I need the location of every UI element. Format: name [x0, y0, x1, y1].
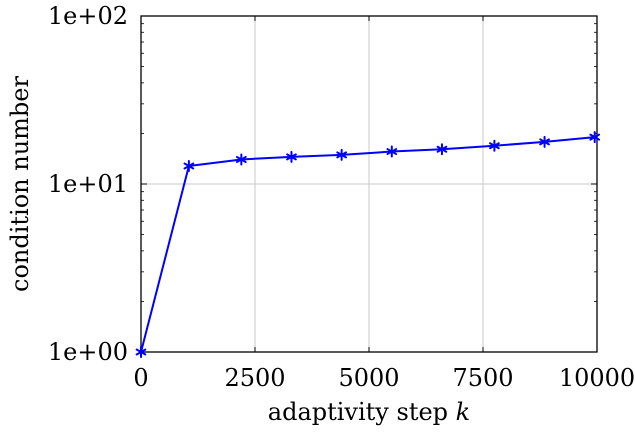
data-point: [235, 153, 247, 166]
x-tick-label: 7500: [452, 364, 513, 392]
series-layer: [135, 131, 601, 358]
y-tick-label: 1e+01: [48, 170, 128, 198]
x-tick-label: 5000: [338, 364, 399, 392]
data-point: [183, 159, 195, 172]
data-point: [436, 143, 448, 156]
data-point: [489, 139, 500, 152]
data-point: [135, 346, 147, 358]
x-tick-label: 0: [133, 364, 148, 392]
x-tick-label: 10000: [559, 364, 635, 392]
data-point: [539, 135, 550, 148]
y-tick-label: 1e+00: [48, 338, 128, 366]
grid-lines: [141, 16, 597, 352]
x-tick-label: 2500: [224, 364, 285, 392]
data-point: [286, 150, 297, 163]
y-axis-label: condition number: [6, 75, 34, 291]
axis-ticks: [140, 15, 598, 353]
data-point: [589, 131, 601, 144]
x-axis-label-variable: k: [456, 398, 471, 426]
x-axis-label-text: adaptivity step: [268, 398, 448, 426]
y-tick-label: 1e+02: [48, 2, 128, 30]
series-line: [140, 136, 595, 353]
x-axis-label: adaptivity step k: [268, 398, 470, 426]
data-point: [336, 148, 347, 161]
data-point: [386, 145, 398, 158]
x-tick-labels: 0 2500 5000 7500 10000: [133, 364, 635, 392]
y-tick-labels: 1e+00 1e+01 1e+02: [48, 2, 128, 366]
